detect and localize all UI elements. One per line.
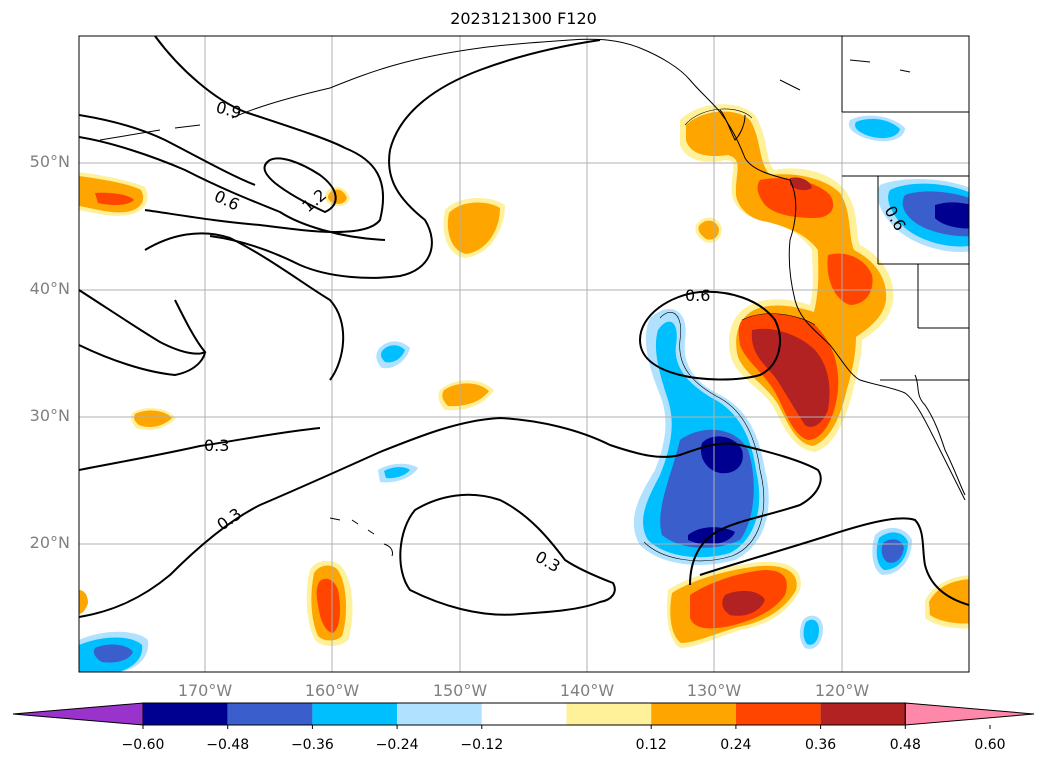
colorbar-swatch	[651, 703, 736, 725]
colorbar-swatch	[481, 703, 567, 725]
map-frame	[78, 35, 970, 673]
colorbar-extend-low	[12, 702, 144, 726]
colorbar-tick-label: −0.24	[375, 737, 419, 753]
colorbar-tick-label: 0.60	[974, 737, 1006, 753]
lon-tick-label: 140°W	[559, 681, 615, 700]
lat-tick-label: 40°N	[29, 279, 70, 298]
colorbar	[12, 702, 1035, 729]
colorbar-tick-label: 0.48	[889, 737, 921, 753]
contour-label: 0.3	[213, 504, 245, 534]
contour-lines	[79, 36, 969, 618]
colorbar-tick-label: −0.12	[460, 737, 504, 753]
lon-tick-label: 130°W	[686, 681, 742, 700]
lon-tick-label: 120°W	[814, 681, 870, 700]
colorbar-swatch	[397, 703, 482, 725]
colorbar-swatch	[143, 703, 228, 725]
feature-outlines	[643, 108, 816, 562]
colorbar-swatch	[227, 703, 313, 725]
contour-label: 0.9	[214, 98, 244, 123]
contour-label: 0.6	[685, 286, 710, 305]
colorbar-tick-label: 0.24	[720, 737, 752, 753]
lat-tick-label: 20°N	[29, 533, 70, 552]
lat-tick-label: 50°N	[29, 152, 70, 171]
negative-anomaly-region	[79, 115, 969, 672]
colorbar-extend-high	[904, 702, 1035, 726]
lon-tick-label: 160°W	[304, 681, 360, 700]
colorbar-tick-label: 0.12	[635, 737, 667, 753]
map-title: 2023121300 F120	[450, 9, 597, 28]
contour-label: 0.3	[204, 436, 229, 455]
colorbar-tick-label: 0.36	[805, 737, 837, 753]
lat-tick-label: 30°N	[29, 406, 70, 425]
positive-anomaly-region	[79, 104, 969, 648]
colorbar-swatch	[735, 703, 821, 725]
lon-tick-label: 170°W	[177, 681, 233, 700]
shaded-anomaly-layer	[79, 104, 969, 672]
colorbar-swatch	[820, 703, 906, 725]
colorbar-tick-label: −0.48	[206, 737, 250, 753]
colorbar-swatch	[566, 703, 652, 725]
coastlines	[99, 36, 969, 557]
contour-label: 0.6	[211, 186, 242, 214]
colorbar-tick-label: −0.60	[121, 737, 165, 753]
colorbar-tick-label: −0.36	[290, 737, 334, 753]
lon-tick-label: 150°W	[432, 681, 488, 700]
colorbar-frame	[142, 702, 906, 726]
colorbar-swatch	[312, 703, 398, 725]
gridlines	[79, 36, 969, 672]
